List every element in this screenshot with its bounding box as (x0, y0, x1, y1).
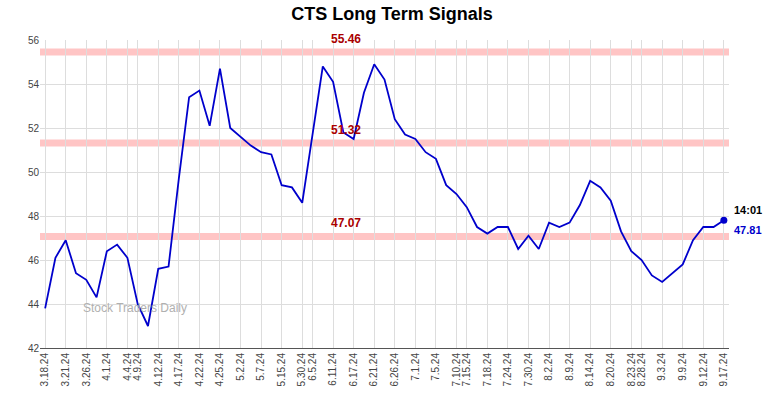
svg-text:9.12.24: 9.12.24 (698, 353, 709, 387)
svg-text:4.25.24: 4.25.24 (214, 353, 225, 387)
svg-text:8.23.24: 8.23.24 (626, 353, 637, 387)
svg-text:3.26.24: 3.26.24 (81, 353, 92, 387)
svg-text:52: 52 (28, 123, 40, 134)
svg-text:3.21.24: 3.21.24 (60, 353, 71, 387)
svg-text:CTS Long Term Signals: CTS Long Term Signals (291, 4, 493, 24)
svg-text:9.3.24: 9.3.24 (656, 353, 667, 381)
svg-text:50: 50 (28, 167, 40, 178)
svg-text:4.1.24: 4.1.24 (101, 353, 112, 381)
svg-text:4.9.24: 4.9.24 (132, 353, 143, 381)
svg-text:51.32: 51.32 (331, 123, 361, 137)
svg-text:6.21.24: 6.21.24 (368, 353, 379, 387)
svg-text:7.24.24: 7.24.24 (502, 353, 513, 387)
svg-text:8.28.24: 8.28.24 (636, 353, 647, 387)
svg-text:7.15.24: 7.15.24 (461, 353, 472, 387)
svg-text:44: 44 (28, 299, 40, 310)
svg-text:6.5.24: 6.5.24 (307, 353, 318, 381)
svg-text:5.30.24: 5.30.24 (296, 353, 307, 387)
svg-text:14:01: 14:01 (734, 204, 762, 216)
svg-text:Stock Traders Daily: Stock Traders Daily (83, 301, 187, 315)
svg-text:55.46: 55.46 (331, 32, 361, 46)
svg-text:5.2.24: 5.2.24 (235, 353, 246, 381)
svg-text:6.26.24: 6.26.24 (389, 353, 400, 387)
svg-text:9.9.24: 9.9.24 (677, 353, 688, 381)
svg-text:8.2.24: 8.2.24 (543, 353, 554, 381)
svg-text:47.07: 47.07 (331, 216, 361, 230)
svg-text:4.17.24: 4.17.24 (173, 353, 184, 387)
svg-text:56: 56 (28, 35, 40, 46)
svg-text:8.20.24: 8.20.24 (605, 353, 616, 387)
svg-text:7.30.24: 7.30.24 (523, 353, 534, 387)
svg-text:6.17.24: 6.17.24 (348, 353, 359, 387)
svg-text:7.18.24: 7.18.24 (482, 353, 493, 387)
svg-text:5.7.24: 5.7.24 (255, 353, 266, 381)
svg-text:8.9.24: 8.9.24 (564, 353, 575, 381)
svg-text:4.12.24: 4.12.24 (153, 353, 164, 387)
svg-text:47.81: 47.81 (734, 224, 762, 236)
svg-text:3.18.24: 3.18.24 (39, 353, 50, 387)
svg-text:7.1.24: 7.1.24 (410, 353, 421, 381)
svg-text:46: 46 (28, 255, 40, 266)
svg-text:7.5.24: 7.5.24 (430, 353, 441, 381)
svg-text:5.15.24: 5.15.24 (276, 353, 287, 387)
svg-text:8.14.24: 8.14.24 (584, 353, 595, 387)
svg-text:7.10.24: 7.10.24 (451, 353, 462, 387)
svg-text:54: 54 (28, 79, 40, 90)
svg-text:9.17.24: 9.17.24 (718, 353, 729, 387)
svg-text:4.4.24: 4.4.24 (122, 353, 133, 381)
svg-text:48: 48 (28, 211, 40, 222)
svg-text:4.22.24: 4.22.24 (194, 353, 205, 387)
svg-text:6.11.24: 6.11.24 (327, 353, 338, 386)
svg-text:42: 42 (28, 343, 40, 354)
